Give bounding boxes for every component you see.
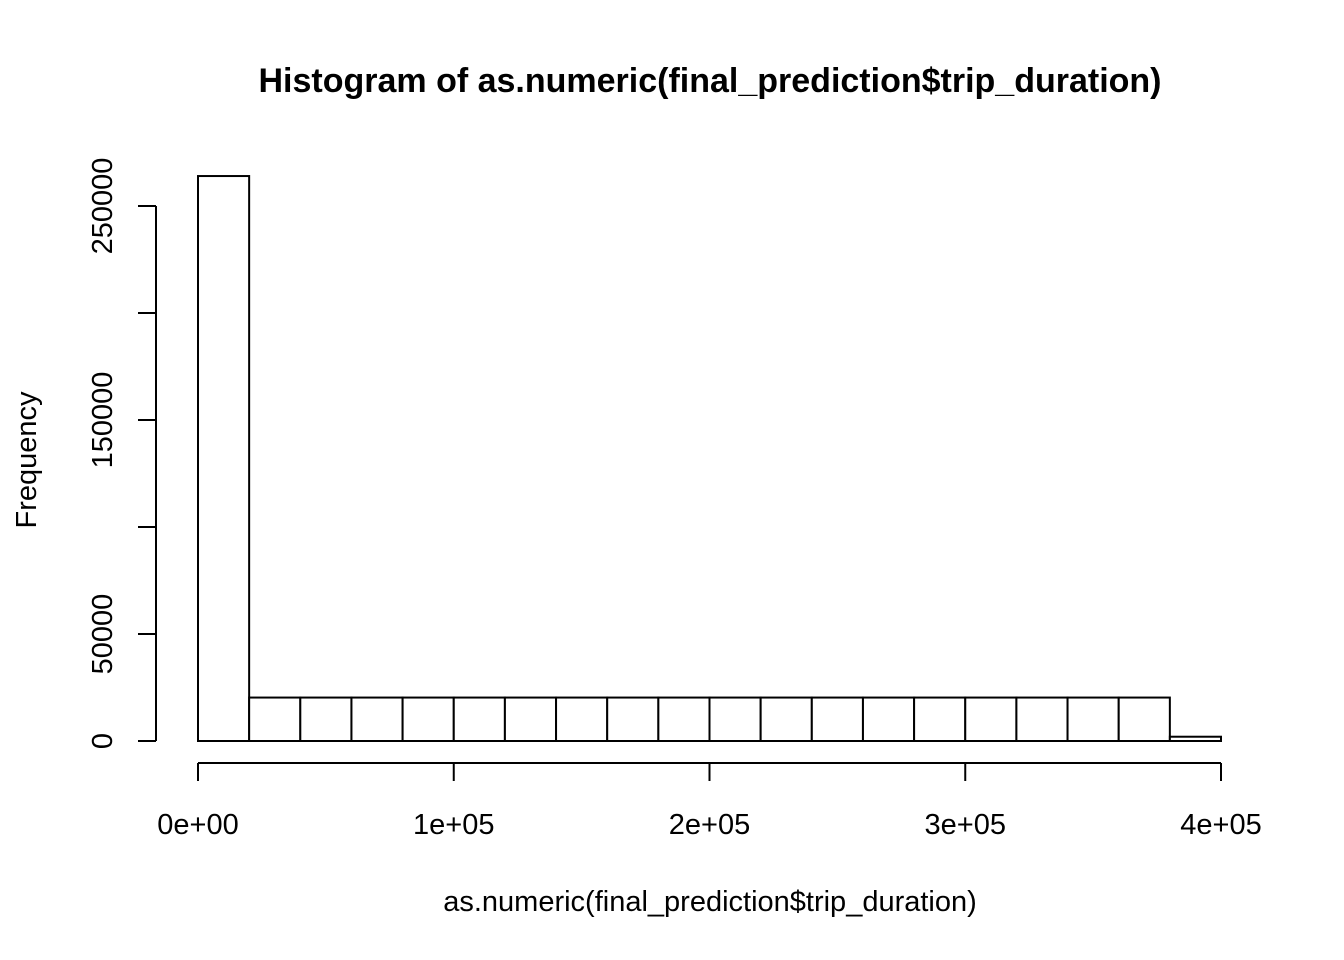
x-tick-label: 4e+05 — [1180, 809, 1261, 841]
y-tick-label: 0 — [87, 733, 119, 749]
x-axis-label: as.numeric(final_prediction$trip_duratio… — [443, 886, 977, 918]
histogram-bar — [606, 696, 660, 742]
x-tick-label: 0e+00 — [157, 809, 238, 841]
x-tick-label: 2e+05 — [669, 809, 750, 841]
chart-title: Histogram of as.numeric(final_prediction… — [258, 62, 1161, 100]
x-tick-label: 3e+05 — [925, 809, 1006, 841]
x-tick-label: 1e+05 — [413, 809, 494, 841]
histogram-bar — [452, 696, 506, 742]
y-axis-label: Frequency — [11, 391, 43, 529]
histogram-bar — [350, 696, 404, 742]
histogram-bar — [1117, 696, 1171, 742]
y-tick-label: 250000 — [87, 158, 119, 255]
histogram-bar — [964, 696, 1018, 742]
histogram-bar — [759, 696, 813, 742]
histogram-bar — [1015, 696, 1069, 742]
histogram-bar — [299, 696, 353, 742]
histogram-bar — [657, 696, 711, 742]
x-axis: 0e+00 1e+05 2e+05 3e+05 4e+05 — [157, 762, 1262, 841]
histogram-bar — [861, 696, 916, 742]
histogram-bar — [708, 696, 762, 742]
histogram-bars — [197, 175, 1222, 743]
y-tick-label: 50000 — [87, 594, 119, 675]
histogram-bar — [248, 696, 302, 742]
histogram-bar — [503, 696, 558, 742]
histogram-bar — [1168, 735, 1222, 742]
y-tick-label: 150000 — [87, 372, 119, 469]
histogram-bar — [810, 696, 864, 742]
histogram-bar — [555, 696, 609, 742]
histogram-bar — [913, 696, 967, 742]
histogram-bar — [197, 175, 251, 743]
y-axis: 0 50000 150000 250000 — [87, 158, 157, 749]
histogram-bar — [401, 696, 455, 742]
histogram-bar — [1066, 696, 1120, 742]
